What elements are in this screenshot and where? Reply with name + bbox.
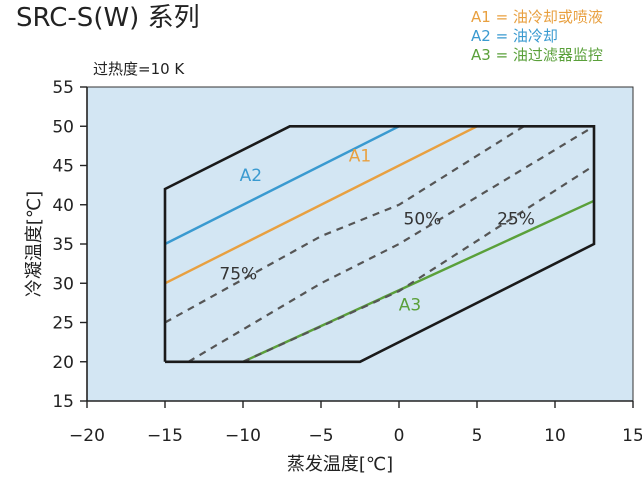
y-tick-label: 15 [52,392,74,412]
x-axis-title: 蒸发温度[℃] [287,454,393,475]
y-tick-label: 50 [52,117,74,137]
chart-marks: A2 A1 A3 75% 50% 25% [163,125,596,364]
y-axis-title: 冷凝温度[℃] [24,191,45,297]
x-tick-label: 0 [394,426,405,446]
y-tick-label: 30 [52,274,74,294]
series-line-a2 [164,125,400,246]
series-label: 50% [404,209,442,229]
series-label: A2 [240,166,262,186]
y-tick-label: 20 [52,353,74,373]
series-label: A1 [349,147,371,167]
envelope-boundary [163,125,596,364]
x-tick-label: −5 [308,426,333,446]
series-label: A3 [399,296,421,316]
y-tick-label: 25 [52,314,74,334]
chart-title: SRC-S(W) 系列 [16,3,200,33]
y-tick-label: 40 [52,196,74,216]
legend-item: A2 = 油冷却 [471,27,558,45]
series-line-25pct [242,164,595,363]
series-line-50pct [187,125,595,363]
legend-item: A3 = 油过滤器监控 [471,46,603,64]
y-tick-label: 35 [52,235,74,255]
x-tick-label: 5 [472,426,483,446]
x-tick-label: 15 [622,426,642,446]
series-line-a1 [164,125,478,285]
x-tick-label: −15 [147,426,183,446]
plot-area [87,87,633,401]
axes: −20 −15 −10 −5 0 5 10 15 15 20 25 30 35 40 45 50 55 [52,78,642,446]
x-tick-label: −10 [225,426,261,446]
y-tick-label: 55 [52,78,74,98]
superheat-note: 过热度=10 K [93,60,185,78]
series-label: 75% [219,264,257,284]
x-tick-label: −20 [69,426,105,446]
x-tick-label: 10 [544,426,566,446]
y-tick-label: 45 [52,157,74,177]
series-line-a3 [242,199,595,363]
legend-item: A1 = 油冷却或喷液 [471,8,603,26]
series-label: 25% [497,209,535,229]
